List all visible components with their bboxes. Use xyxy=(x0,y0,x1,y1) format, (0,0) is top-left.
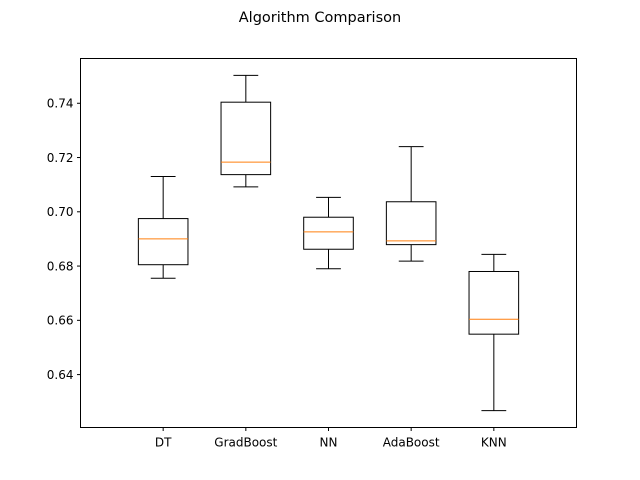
box-iqr xyxy=(303,216,354,250)
x-tick-label: DT xyxy=(155,436,172,450)
box-iqr xyxy=(137,218,189,266)
y-tick-label: 0.66 xyxy=(47,314,74,328)
box-iqr xyxy=(220,101,272,176)
x-tick-label: KNN xyxy=(481,436,507,450)
box-iqr xyxy=(385,201,437,246)
axes-frame xyxy=(80,58,577,428)
x-tick-label: GradBoost xyxy=(214,436,277,450)
box-iqr xyxy=(468,270,520,335)
plot-area: 0.64 0.66 0.68 0.70 0.72 0.74 DT GradBoost NN Ada… xyxy=(47,74,520,450)
y-tick-label: 0.64 xyxy=(47,368,74,382)
y-tick-label: 0.68 xyxy=(47,259,74,273)
x-tick-label: NN xyxy=(320,436,338,450)
x-tick-label: AdaBoost xyxy=(383,436,440,450)
y-tick-label: 0.74 xyxy=(47,97,74,111)
y-tick-label: 0.72 xyxy=(47,151,74,165)
y-tick-label: 0.70 xyxy=(47,205,74,219)
chart-title: Algorithm Comparison xyxy=(239,10,401,26)
